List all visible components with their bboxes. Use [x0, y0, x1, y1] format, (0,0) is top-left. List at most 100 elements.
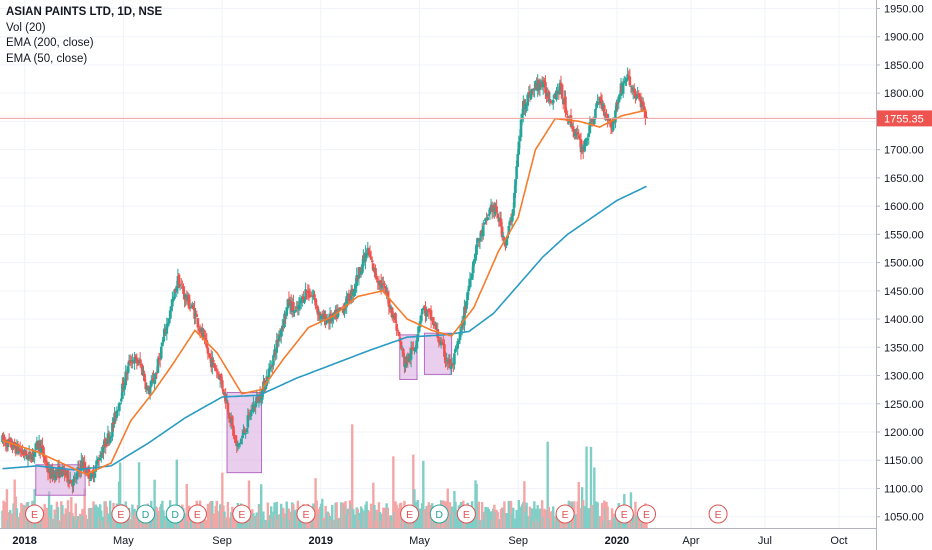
price-tick-label: 1650.00 — [884, 173, 924, 185]
candle — [561, 83, 564, 99]
marker-label: E — [117, 509, 124, 521]
candle-body — [313, 294, 316, 298]
indicator-volume[interactable]: Vol (20) — [6, 21, 162, 37]
price-tick-label: 1050.00 — [884, 512, 924, 524]
marker-label: E — [715, 509, 722, 521]
price-tick-label: 1300.00 — [884, 371, 924, 383]
candle-body — [292, 302, 295, 311]
candle-body — [594, 109, 597, 119]
candle-body — [116, 411, 119, 418]
price-axis-bg — [876, 0, 932, 550]
candle-body — [561, 85, 564, 99]
candle-body — [207, 348, 210, 354]
dividend-marker[interactable]: D — [166, 505, 184, 523]
marker-label: E — [643, 509, 650, 521]
indicator-ema-200[interactable]: EMA (200, close) — [6, 36, 162, 52]
ema-50-line — [3, 110, 647, 474]
earnings-marker[interactable]: E — [709, 505, 727, 523]
dividend-marker[interactable]: D — [137, 505, 155, 523]
time-tick-label: 2018 — [12, 535, 36, 547]
candle — [265, 370, 268, 389]
candles — [1, 67, 648, 493]
earnings-marker[interactable]: E — [297, 505, 315, 523]
price-tick-label: 1800.00 — [884, 88, 924, 100]
time-tick-label: Sep — [508, 535, 528, 547]
price-tick-label: 1350.00 — [884, 342, 924, 354]
earnings-marker[interactable]: E — [457, 505, 475, 523]
price-tick-label: 1950.00 — [884, 3, 924, 15]
price-tick-label: 1450.00 — [884, 286, 924, 298]
candle-body — [67, 470, 70, 482]
price-tick-label: 1550.00 — [884, 229, 924, 241]
marker-label: E — [238, 509, 245, 521]
earnings-marker[interactable]: E — [638, 505, 656, 523]
marker-label: E — [562, 509, 569, 521]
price-tick-label: 1250.00 — [884, 399, 924, 411]
candle-body — [179, 285, 182, 286]
candle-body — [453, 353, 456, 364]
candle-body — [515, 166, 518, 179]
price-tick-label: 1150.00 — [884, 455, 923, 467]
earnings-marker[interactable]: E — [233, 505, 251, 523]
candle-body — [629, 77, 632, 86]
candle-body — [149, 387, 152, 394]
price-tick-label: 1600.00 — [884, 201, 924, 213]
time-tick-label: May — [409, 535, 430, 547]
marker-label: E — [302, 509, 309, 521]
price-axis: 1950.001900.001850.001800.001750.001700.… — [876, 0, 932, 550]
candle-body — [622, 83, 625, 94]
candle-body — [212, 360, 215, 362]
time-tick-label: 2020 — [605, 535, 629, 547]
marker-label: E — [406, 509, 413, 521]
marker-label: E — [194, 509, 201, 521]
earnings-marker[interactable]: E — [401, 505, 419, 523]
candle-body — [396, 330, 399, 331]
candle-body — [102, 447, 105, 453]
time-tick-label: Jul — [758, 535, 772, 547]
candle-body — [244, 433, 247, 434]
earnings-marker[interactable]: E — [615, 505, 633, 523]
candle-body — [243, 430, 246, 433]
dividend-marker[interactable]: D — [430, 505, 448, 523]
earnings-marker[interactable]: E — [188, 505, 206, 523]
price-tick-label: 1900.00 — [884, 32, 924, 44]
marker-label: D — [142, 509, 150, 521]
candle-body — [486, 217, 489, 220]
earnings-marker[interactable]: E — [556, 505, 574, 523]
candle-body — [383, 283, 386, 285]
candle-body — [221, 380, 224, 388]
grid — [0, 0, 876, 528]
price-tick-label: 1200.00 — [884, 427, 924, 439]
time-tick-label: May — [113, 535, 134, 547]
last-price-label: 1755.35 — [884, 113, 924, 125]
time-tick-label: Oct — [830, 535, 847, 547]
price-tick-label: 1700.00 — [884, 145, 924, 157]
candle-body — [227, 403, 230, 412]
marker-label: D — [171, 509, 179, 521]
last-price-badge: 1755.35 — [877, 110, 932, 126]
ema-200-line — [3, 186, 647, 469]
candle-body — [63, 469, 66, 475]
time-tick-label: 2019 — [309, 535, 333, 547]
chart-legend: ASIAN PAINTS LTD, 1D, NSE Vol (20) EMA (… — [6, 5, 162, 67]
price-tick-label: 1400.00 — [884, 314, 924, 326]
time-axis: 2018 May Sep 2019 May Sep 2020 Apr Jul Oct — [0, 528, 876, 550]
time-tick-label: Sep — [212, 535, 232, 547]
price-tick-label: 1500.00 — [884, 258, 924, 270]
marker-label: E — [463, 509, 470, 521]
volume-bars — [1, 424, 647, 528]
marker-label: E — [621, 509, 628, 521]
indicator-ema-50[interactable]: EMA (50, close) — [6, 52, 162, 68]
earnings-marker[interactable]: E — [26, 505, 44, 523]
earnings-marker[interactable]: E — [112, 505, 130, 523]
candle-body — [371, 260, 374, 262]
candle-body — [552, 100, 555, 104]
candle-body — [195, 314, 198, 317]
chart-title: ASIAN PAINTS LTD, 1D, NSE — [6, 5, 162, 21]
candle-body — [120, 399, 123, 402]
price-tick-label: 1850.00 — [884, 60, 924, 72]
candle-body — [231, 416, 234, 425]
candle-body — [526, 94, 529, 105]
candle-body — [482, 226, 485, 236]
